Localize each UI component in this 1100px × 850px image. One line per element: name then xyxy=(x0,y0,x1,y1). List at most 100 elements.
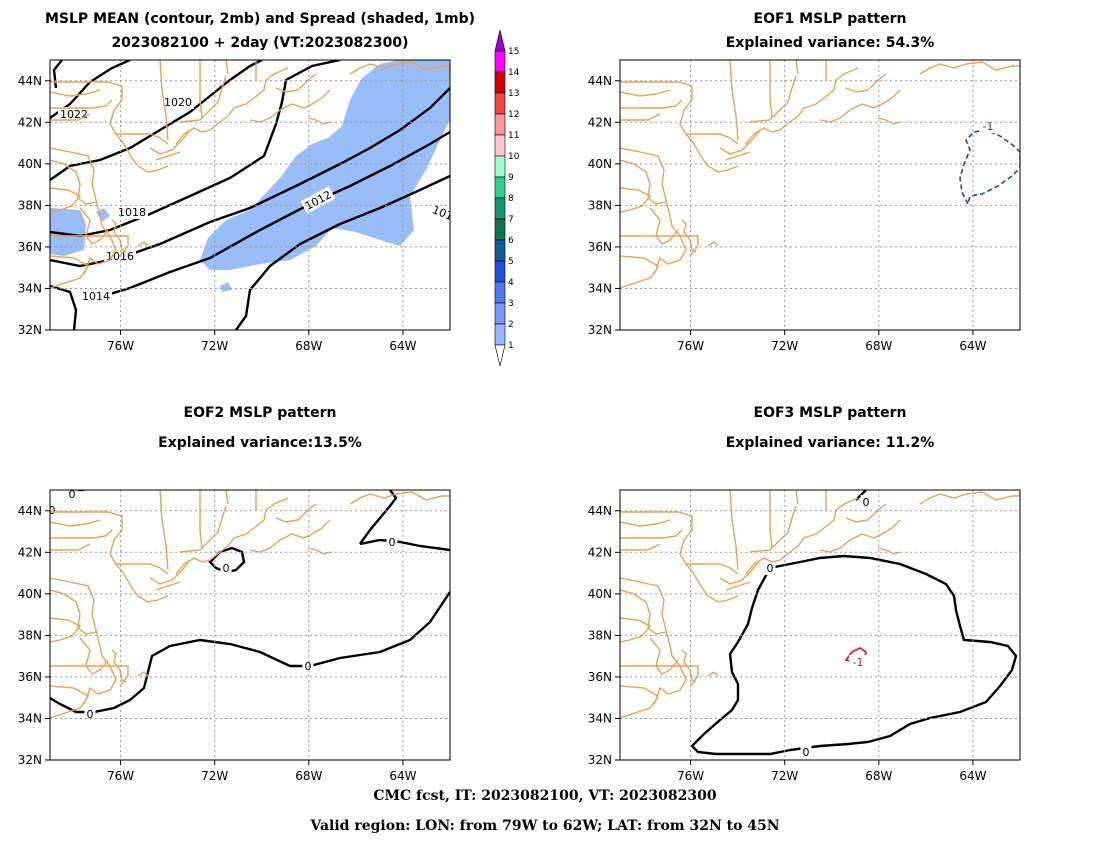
coastline-10 xyxy=(719,129,761,155)
lon-label-72: 72W xyxy=(201,339,228,353)
coastline-7 xyxy=(707,241,719,247)
coastline-20 xyxy=(769,60,773,119)
plot-content-eof3: 0 0 0 -1 xyxy=(620,490,1020,760)
coastline-11 xyxy=(725,151,751,161)
svg-text:0: 0 xyxy=(223,562,230,575)
lat-label-42: 42N xyxy=(18,115,42,129)
coastline-20 xyxy=(199,490,203,549)
lat-label-44: 44N xyxy=(588,504,612,518)
svg-text:1018: 1018 xyxy=(118,206,146,219)
plot-frame-eof2 xyxy=(49,489,451,761)
contour-label-eof3-s: 0 xyxy=(800,745,812,759)
plot-frame-mean xyxy=(49,59,451,331)
coastline-11 xyxy=(155,581,181,591)
panel-title-eof2: EOF2 MSLP pattern xyxy=(183,405,337,421)
isobar-1018 xyxy=(50,60,341,238)
spread-shade-small xyxy=(220,282,232,292)
lat-label-42: 42N xyxy=(588,115,612,129)
colorbar-min-triangle xyxy=(494,344,506,367)
coastline-2 xyxy=(50,187,82,213)
contour-label-eof2-s: 0 xyxy=(302,659,314,673)
panel-subtitle-mean: 2023082100 + 2day (VT:2023082300) xyxy=(111,35,409,51)
contour-label-eof2-top: 0 xyxy=(66,490,78,501)
plot-frame-eof1 xyxy=(619,59,1021,331)
lon-label-76: 76W xyxy=(677,339,704,353)
map-panel-mean: 102210201018101610141012101044N42N40N38N… xyxy=(18,59,451,353)
svg-text:0: 0 xyxy=(87,708,94,721)
coastline-7 xyxy=(137,671,149,677)
coastline-11 xyxy=(155,151,181,161)
footer-line-2: Valid region: LON: from 79W to 62W; LAT:… xyxy=(310,818,780,834)
lon-label-72: 72W xyxy=(771,339,798,353)
coastline-13 xyxy=(686,133,739,145)
eof2-contour-zero-ring xyxy=(208,546,246,574)
coastline-8 xyxy=(50,511,169,603)
coastline-14 xyxy=(749,75,797,123)
coastline-11 xyxy=(725,581,751,591)
svg-text:-1: -1 xyxy=(983,120,994,133)
lat-label-38: 38N xyxy=(18,198,42,212)
coastline-19 xyxy=(729,60,739,141)
lat-label-34: 34N xyxy=(18,281,42,295)
colorbar-label-12: 12 xyxy=(508,110,519,120)
coastline-15 xyxy=(227,497,289,547)
coastline-21 xyxy=(795,60,799,75)
coastline-9 xyxy=(620,99,683,109)
lon-label-76: 76W xyxy=(677,769,704,783)
coastline-18 xyxy=(877,547,901,555)
svg-text:1016: 1016 xyxy=(106,250,134,263)
coastline-16 xyxy=(819,89,901,123)
isobar-1022-a xyxy=(52,60,63,89)
coastline-24 xyxy=(50,543,91,551)
colorbar-label-14: 14 xyxy=(508,68,520,78)
colorbar-block-3 xyxy=(494,281,506,304)
coastline-3 xyxy=(649,637,679,675)
coastline-8 xyxy=(50,81,169,173)
coastline-1 xyxy=(620,589,667,635)
colorbar-block-2 xyxy=(494,302,506,325)
colorbar-block-1 xyxy=(494,323,506,346)
lat-label-40: 40N xyxy=(588,587,612,601)
lat-label-38: 38N xyxy=(18,628,42,642)
plot-area-eof1: -1 44N 42N 40N 38N 36N 34N 32N 76W 72W 68W 64W xyxy=(588,59,1021,353)
coastline-4 xyxy=(50,235,129,257)
coastline-18 xyxy=(307,547,331,555)
lon-label-72: 72W xyxy=(771,769,798,783)
coastline-25 xyxy=(50,519,101,527)
colorbar-label-1: 1 xyxy=(508,341,514,351)
coastline-8 xyxy=(620,81,739,173)
lat-label-34: 34N xyxy=(588,281,612,295)
coastline-14 xyxy=(179,505,227,553)
svg-text:1022: 1022 xyxy=(60,108,88,121)
svg-text:0: 0 xyxy=(803,746,810,759)
plot-area-eof3: 0 0 0 -1 44N 42N 40N 38N 36N 34N 32N 76W 72W 68W 64W xyxy=(588,489,1021,783)
coastline-6 xyxy=(111,219,127,253)
contour-label-eof2-ring: 0 xyxy=(220,561,232,575)
lon-label-68: 68W xyxy=(865,769,892,783)
svg-text:1014: 1014 xyxy=(82,290,110,303)
map-panel-eof3: 0 0 0 -1 44N 42N 40N 38N 36N 34N 32N 76W 72W 68W 64W xyxy=(588,489,1021,783)
plot-area-mean: 102210201018101610141012101044N42N40N38N… xyxy=(18,59,451,353)
contour-label-eof2-w: 0 xyxy=(50,503,58,517)
lon-label-68: 68W xyxy=(865,339,892,353)
coastline-16 xyxy=(249,89,331,123)
coastline-10 xyxy=(719,559,761,585)
contour-label-eof3-red: -1 xyxy=(849,655,867,669)
coastline-5 xyxy=(50,255,89,275)
contour-label-eof1-neg: -1 xyxy=(979,119,997,133)
coastline-13 xyxy=(116,563,169,575)
colorbar-label-2: 2 xyxy=(508,320,514,330)
coastline-16 xyxy=(249,519,331,553)
plot-frame-eof3 xyxy=(619,489,1021,761)
colorbar-block-6 xyxy=(494,218,506,241)
coastline-10 xyxy=(149,559,191,585)
coastline-25 xyxy=(620,89,671,97)
lat-label-34: 34N xyxy=(18,711,42,725)
coastline-8 xyxy=(620,511,739,603)
coastline-0 xyxy=(50,577,117,719)
panel-title-eof1: EOF1 MSLP pattern xyxy=(753,11,907,27)
coastline-0 xyxy=(620,147,687,289)
